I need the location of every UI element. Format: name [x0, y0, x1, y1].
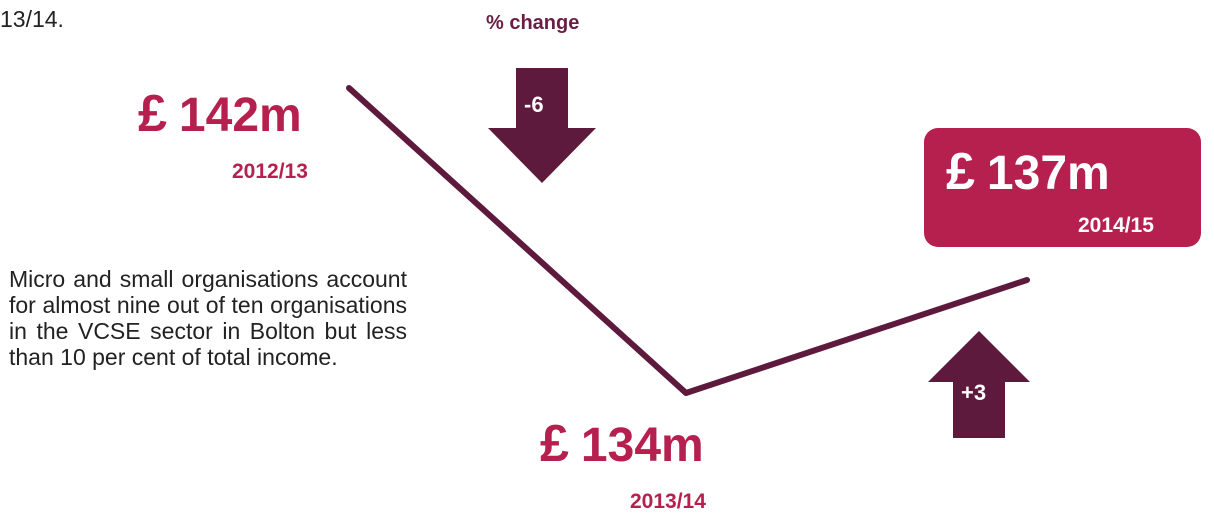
decrease-value: -6 [524, 92, 544, 117]
change-heading: % change [486, 12, 580, 34]
decrease-arrow-icon [488, 68, 596, 183]
currency-symbol: £ [540, 415, 569, 473]
income-2013-amount: £134m [540, 414, 704, 474]
income-2013-year: 2013/14 [630, 490, 706, 513]
increase-arrow-icon [928, 331, 1030, 438]
income-2014-callout: £137m 2014/15 [924, 128, 1201, 247]
currency-symbol: £ [138, 85, 167, 143]
amount-value: 134m [580, 419, 704, 472]
income-2012-amount: £142m [138, 84, 302, 144]
previous-text-fragment: 13/14. [0, 6, 64, 32]
income-2014-year: 2014/15 [1078, 214, 1154, 237]
income-2014-amount: £137m [946, 142, 1110, 202]
increase-value: +3 [961, 380, 987, 405]
income-trend-line [346, 85, 1030, 396]
amount-value: 137m [986, 147, 1110, 200]
income-2012-year: 2012/13 [232, 160, 308, 183]
description-text: Micro and small organisations account fo… [9, 266, 407, 370]
amount-value: 142m [178, 89, 302, 142]
currency-symbol: £ [946, 143, 975, 201]
